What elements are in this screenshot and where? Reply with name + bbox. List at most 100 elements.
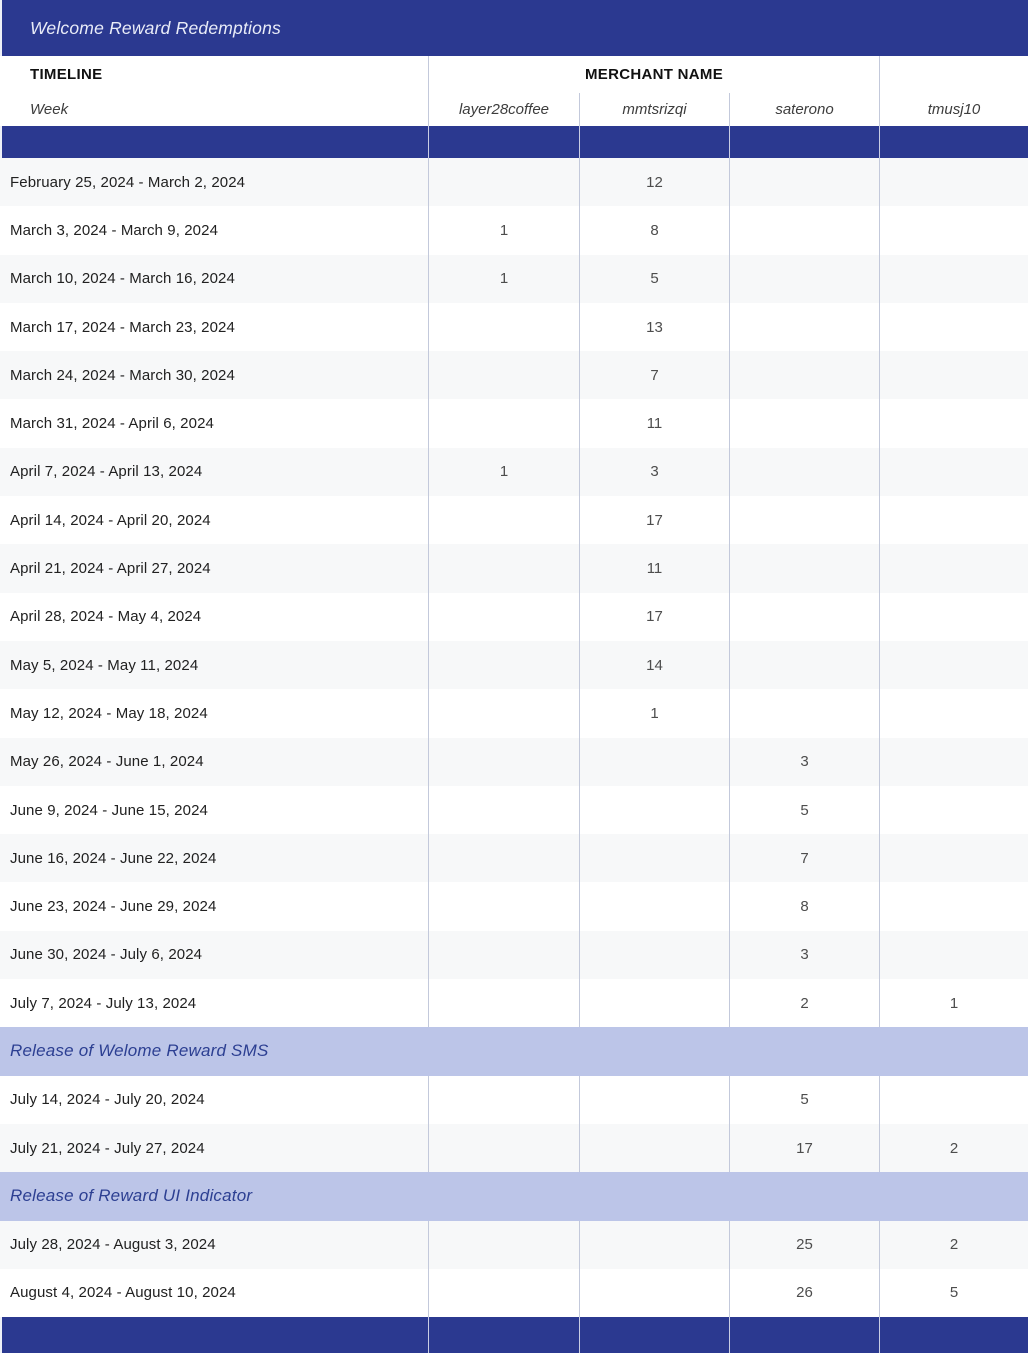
redemption-count-cell xyxy=(729,447,879,497)
separator-cell xyxy=(879,126,1028,158)
redemption-count-cell: 13 xyxy=(579,302,729,352)
redemption-count-cell: 8 xyxy=(579,206,729,255)
redemption-count-cell: 11 xyxy=(579,544,729,593)
release-annotation-label: Release of Welome Reward SMS xyxy=(10,1041,269,1061)
redemption-count-cell: 1 xyxy=(428,447,579,497)
redemption-count-cell xyxy=(729,496,879,545)
redemption-count-cell xyxy=(579,834,729,883)
table-row: June 16, 2024 - June 22, 2024 7 xyxy=(0,834,1028,883)
separator-cell xyxy=(0,126,428,158)
redemption-count-cell: 17 xyxy=(729,1123,879,1173)
merchant-column-header-label: saterono xyxy=(775,101,834,118)
redemption-count-cell xyxy=(428,834,579,883)
redemption-count-cell xyxy=(729,399,879,448)
redemption-count-cell: 17 xyxy=(579,496,729,545)
table-row: March 24, 2024 - March 30, 2024 7 xyxy=(0,351,1028,400)
redemption-count-cell: 1 xyxy=(879,979,1028,1028)
redemption-count-cell: 11 xyxy=(579,399,729,448)
redemption-count-cell: 3 xyxy=(729,737,879,786)
redemption-count-cell: 8 xyxy=(729,882,879,931)
redemption-count-cell xyxy=(428,496,579,545)
redemption-count-cell xyxy=(428,640,579,690)
redemption-count-cell: 2 xyxy=(879,1220,1028,1269)
release-annotation-label: Release of Reward UI Indicator xyxy=(10,1186,253,1206)
redemption-count-cell xyxy=(428,737,579,786)
redemption-count-cell xyxy=(879,254,1028,303)
table-row: February 25, 2024 - March 2, 2024 12 xyxy=(0,158,1028,207)
redemption-count-cell xyxy=(579,1268,729,1318)
report-title-bar: Welcome Reward Redemptions xyxy=(0,0,1028,56)
redemption-count-cell: 14 xyxy=(579,640,729,690)
table-row: June 23, 2024 - June 29, 2024 8 xyxy=(0,882,1028,931)
redemption-count-cell xyxy=(579,882,729,931)
redemption-count-cell xyxy=(428,592,579,641)
table-row: August 4, 2024 - August 10, 2024 26 5 xyxy=(0,1268,1028,1318)
redemption-count-cell xyxy=(428,399,579,448)
merchant-column-header: saterono xyxy=(729,93,879,126)
merchant-name-header-label: MERCHANT NAME xyxy=(584,66,724,83)
redemption-count-cell: 7 xyxy=(579,351,729,400)
table-row: April 28, 2024 - May 4, 2024 17 xyxy=(0,592,1028,641)
redemption-count-cell: 1 xyxy=(579,689,729,738)
redemption-count-cell xyxy=(428,1075,579,1124)
redemption-count-cell xyxy=(428,930,579,980)
table-row: June 30, 2024 - July 6, 2024 3 xyxy=(0,930,1028,980)
redemption-count-cell xyxy=(879,737,1028,786)
footer-cell xyxy=(579,1317,729,1353)
table-row: March 17, 2024 - March 23, 2024 13 xyxy=(0,302,1028,352)
footer-cell xyxy=(0,1317,428,1353)
week-cell: February 25, 2024 - March 2, 2024 xyxy=(10,173,246,191)
redemption-count-cell xyxy=(428,302,579,352)
redemption-count-cell xyxy=(879,496,1028,545)
redemption-count-cell xyxy=(579,737,729,786)
table-body: February 25, 2024 - March 2, 2024 12 March… xyxy=(0,158,1028,1318)
redemption-count-cell xyxy=(729,640,879,690)
week-cell: July 14, 2024 - July 20, 2024 xyxy=(10,1091,205,1109)
table-row: April 14, 2024 - April 20, 2024 17 xyxy=(0,496,1028,545)
merchant-column-header: tmusj10 xyxy=(879,93,1028,126)
table-row: May 12, 2024 - May 18, 2024 1 xyxy=(0,689,1028,738)
redemption-count-cell: 5 xyxy=(729,1075,879,1124)
redemption-count-cell xyxy=(579,1123,729,1173)
footer-cell xyxy=(428,1317,579,1353)
redemption-count-cell xyxy=(729,254,879,303)
table-row: March 10, 2024 - March 16, 2024 1 5 xyxy=(0,254,1028,303)
redemption-count-cell xyxy=(428,882,579,931)
redemption-count-cell: 2 xyxy=(729,979,879,1028)
redemption-count-cell: 3 xyxy=(579,447,729,497)
release-annotation-band: Release of Welome Reward SMS xyxy=(0,1027,1028,1076)
redemption-count-cell xyxy=(579,979,729,1028)
redemption-count-cell xyxy=(879,882,1028,931)
table-row: May 26, 2024 - June 1, 2024 3 xyxy=(0,737,1028,786)
table-row: July 14, 2024 - July 20, 2024 5 xyxy=(0,1075,1028,1124)
redemption-count-cell xyxy=(879,834,1028,883)
table-row: March 31, 2024 - April 6, 2024 11 xyxy=(0,399,1028,448)
redemption-count-cell xyxy=(879,785,1028,835)
week-cell: June 23, 2024 - June 29, 2024 xyxy=(10,898,217,916)
redemption-count-cell xyxy=(879,206,1028,255)
redemption-count-cell xyxy=(428,1123,579,1173)
separator-cell xyxy=(428,126,579,158)
week-subheader-cell: Week xyxy=(0,93,428,126)
redemption-count-cell: 5 xyxy=(729,785,879,835)
timeline-header-label: TIMELINE xyxy=(30,66,103,83)
redemption-count-cell xyxy=(879,302,1028,352)
week-cell: May 5, 2024 - May 11, 2024 xyxy=(10,656,199,674)
redemption-count-cell xyxy=(879,399,1028,448)
empty-header-cell xyxy=(879,56,1028,93)
merchant-column-header: layer28coffee xyxy=(428,93,579,126)
week-cell: July 21, 2024 - July 27, 2024 xyxy=(10,1139,205,1157)
redemption-count-cell xyxy=(729,351,879,400)
table-row: June 9, 2024 - June 15, 2024 5 xyxy=(0,785,1028,835)
week-cell: June 16, 2024 - June 22, 2024 xyxy=(10,849,217,867)
table-row: March 3, 2024 - March 9, 2024 1 8 xyxy=(0,206,1028,255)
redemption-count-cell xyxy=(729,689,879,738)
week-cell: April 21, 2024 - April 27, 2024 xyxy=(10,560,211,578)
redemption-count-cell: 26 xyxy=(729,1268,879,1318)
merchant-column-header-label: layer28coffee xyxy=(458,101,550,118)
week-cell: May 26, 2024 - June 1, 2024 xyxy=(10,753,204,771)
redemption-count-cell xyxy=(428,979,579,1028)
week-subheader-label: Week xyxy=(30,101,69,118)
redemption-count-cell xyxy=(879,930,1028,980)
week-cell: July 28, 2024 - August 3, 2024 xyxy=(10,1236,216,1254)
